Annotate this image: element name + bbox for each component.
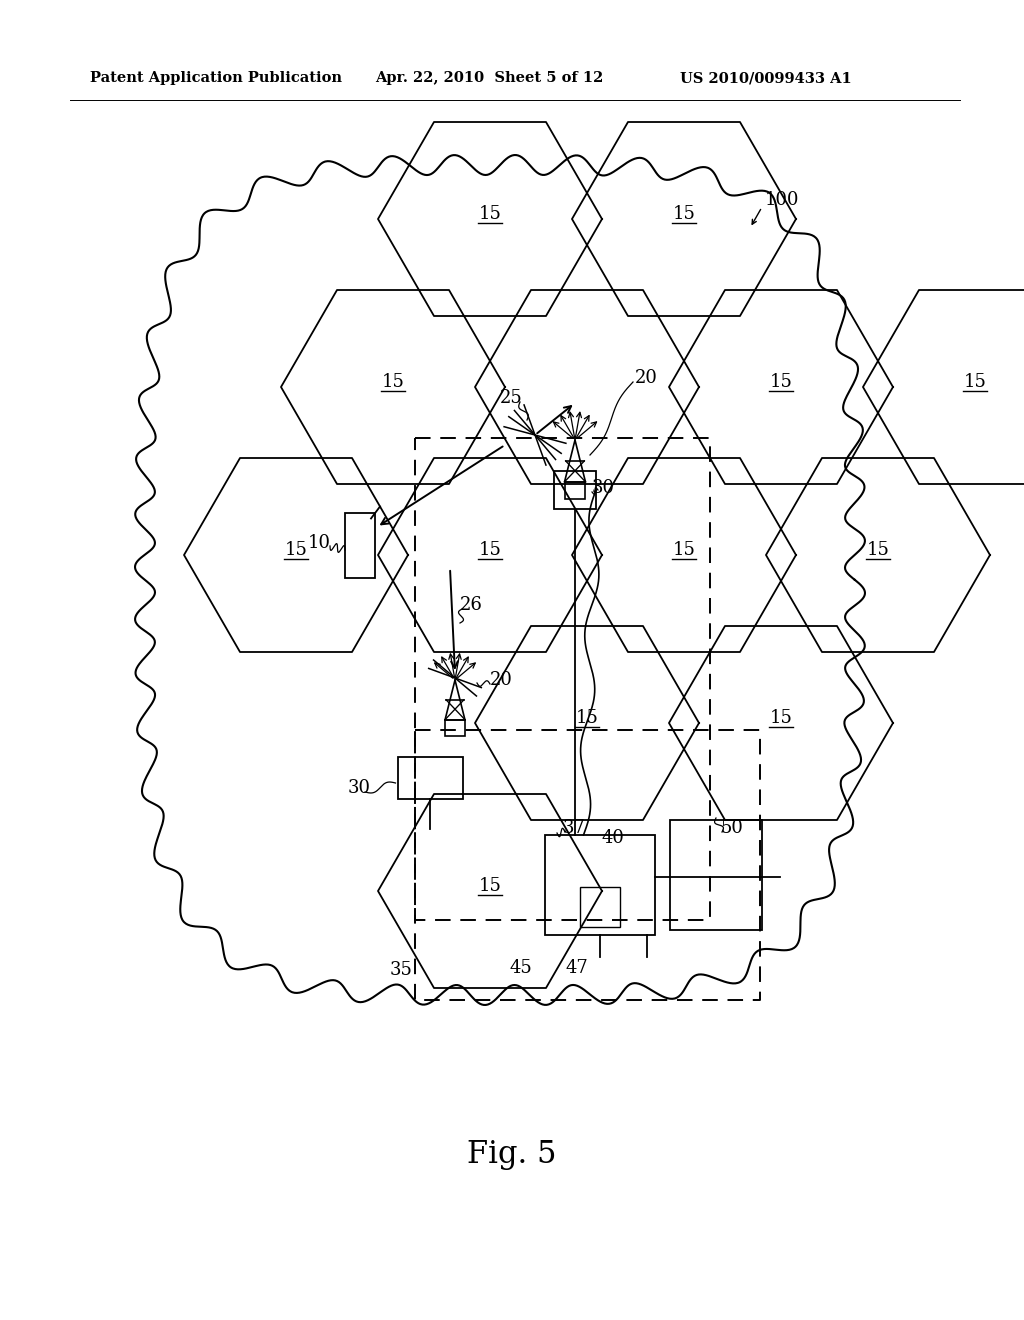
Text: Apr. 22, 2010  Sheet 5 of 12: Apr. 22, 2010 Sheet 5 of 12 [375, 71, 603, 84]
Bar [445, 719, 465, 735]
Text: US 2010/0099433 A1: US 2010/0099433 A1 [680, 71, 852, 84]
Text: 15: 15 [964, 374, 986, 391]
Bar [545, 836, 655, 935]
Text: 15: 15 [575, 709, 598, 727]
Text: 30: 30 [348, 779, 371, 797]
Text: 37: 37 [563, 818, 586, 837]
Text: 30: 30 [592, 479, 615, 498]
Bar [345, 512, 375, 578]
Text: 50: 50 [720, 818, 742, 837]
Text: 10: 10 [308, 535, 331, 552]
Text: 15: 15 [285, 541, 307, 558]
Bar [670, 820, 762, 931]
Text: 45: 45 [510, 960, 532, 977]
Text: 25: 25 [500, 389, 522, 407]
Text: 15: 15 [478, 205, 502, 223]
Text: 15: 15 [673, 541, 695, 558]
Text: 15: 15 [770, 374, 793, 391]
Bar [397, 756, 463, 799]
Text: 35: 35 [390, 961, 413, 979]
Text: 15: 15 [478, 541, 502, 558]
Text: 15: 15 [866, 541, 890, 558]
Text: 20: 20 [490, 671, 513, 689]
Text: 100: 100 [765, 191, 800, 209]
Bar [580, 887, 620, 927]
Text: 15: 15 [673, 205, 695, 223]
Bar [564, 482, 586, 499]
Text: 20: 20 [635, 370, 657, 387]
Bar [554, 471, 596, 510]
Text: Fig. 5: Fig. 5 [467, 1139, 557, 1171]
Text: 47: 47 [565, 960, 588, 977]
Text: 15: 15 [770, 709, 793, 727]
Text: 40: 40 [602, 829, 625, 847]
Text: Patent Application Publication: Patent Application Publication [90, 71, 342, 84]
Text: 15: 15 [382, 374, 404, 391]
Text: 26: 26 [460, 597, 483, 614]
Text: 15: 15 [478, 876, 502, 895]
